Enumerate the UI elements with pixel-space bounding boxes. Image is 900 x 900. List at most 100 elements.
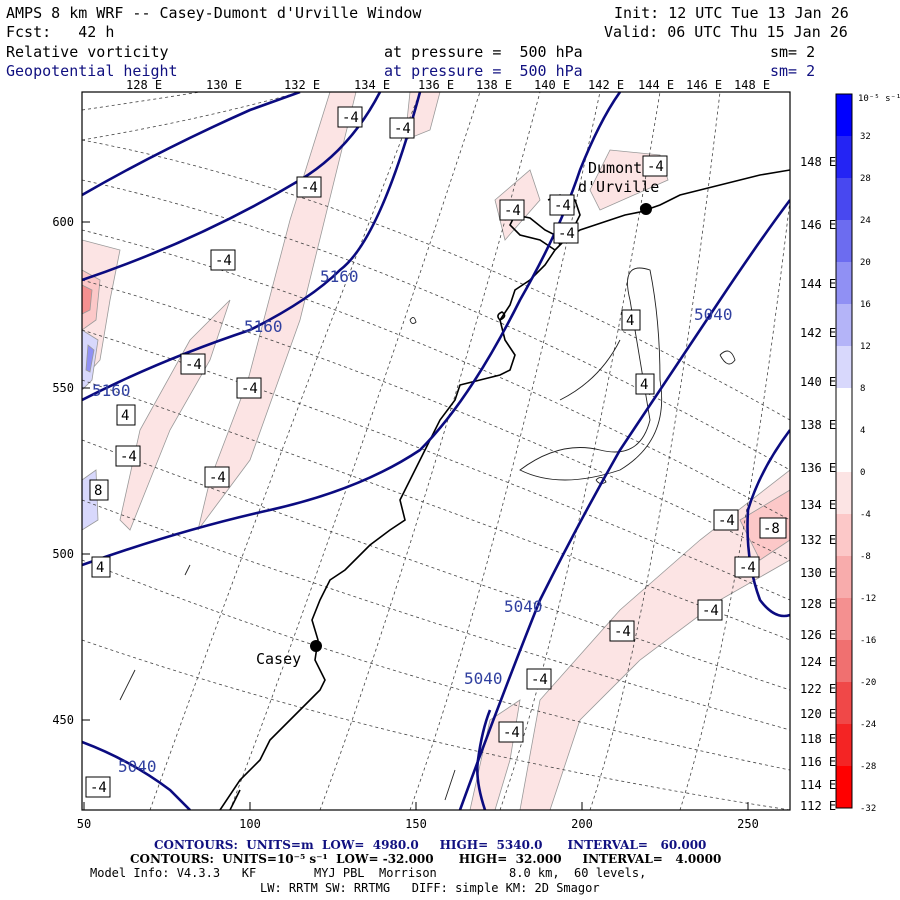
y-axis: 600 550 500 450 xyxy=(52,215,90,727)
y-tick-label: 500 xyxy=(52,547,74,561)
height-label: 5040 xyxy=(504,597,543,616)
vort-label: -4 xyxy=(296,176,322,198)
station-label: Casey xyxy=(256,650,301,668)
lat-label: 122 E xyxy=(800,682,836,696)
lat-label: 138 E xyxy=(800,418,836,432)
x-tick-label: 50 xyxy=(77,817,91,831)
lat-label: 114 E xyxy=(800,778,836,792)
x-tick-label: 200 xyxy=(571,817,593,831)
colorbar-label: 0 xyxy=(860,468,865,478)
colorbar-swatch xyxy=(836,220,852,263)
svg-text:-4: -4 xyxy=(185,357,202,373)
svg-text:-4: -4 xyxy=(301,180,318,196)
lon-label: 144 E xyxy=(638,78,674,92)
lon-label: 140 E xyxy=(534,78,570,92)
lon-label: 142 E xyxy=(588,78,624,92)
vort-label: -4 xyxy=(734,556,760,578)
svg-text:-4: -4 xyxy=(504,203,521,219)
svg-text:-4: -4 xyxy=(215,253,232,269)
colorbar-unit: 10⁻⁵ s⁻¹ xyxy=(858,94,900,104)
station-dot xyxy=(640,203,652,215)
forecast-hour: Fcst: 42 h xyxy=(6,23,115,41)
svg-text:4: 4 xyxy=(640,377,648,393)
svg-text:-4: -4 xyxy=(614,624,631,640)
lat-label: 132 E xyxy=(800,533,836,547)
lon-label: 132 E xyxy=(284,78,320,92)
vort-label: -4 xyxy=(713,509,739,531)
lon-label: 128 E xyxy=(126,78,162,92)
svg-text:-4: -4 xyxy=(702,603,719,619)
svg-text:-4: -4 xyxy=(647,159,664,175)
colorbar-swatch xyxy=(836,556,852,599)
colorbar-label: 24 xyxy=(860,216,871,226)
height-contour-info: CONTOURS: UNITS=m LOW= 4980.0 HIGH= 5340… xyxy=(154,838,707,852)
lon-label: 134 E xyxy=(354,78,390,92)
lat-label: 146 E xyxy=(800,218,836,232)
colorbar-swatch xyxy=(836,640,852,683)
svg-text:8: 8 xyxy=(94,483,102,499)
vort-label: -4 xyxy=(236,377,262,399)
lon-label: 136 E xyxy=(418,78,454,92)
colorbar-swatch xyxy=(836,472,852,515)
vort-label: 4 xyxy=(635,373,655,395)
svg-text:-4: -4 xyxy=(90,780,107,796)
lon-label: 148 E xyxy=(734,78,770,92)
colorbar-label: 12 xyxy=(860,342,871,352)
colorbar-swatch xyxy=(836,262,852,305)
colorbar-swatch xyxy=(836,136,852,179)
colorbar-swatch xyxy=(836,514,852,557)
vorticity-contours xyxy=(119,267,736,801)
svg-text:-4: -4 xyxy=(342,110,359,126)
svg-text:-4: -4 xyxy=(531,672,548,688)
lat-label: 148 E xyxy=(800,155,836,169)
height-label: 5160 xyxy=(244,317,283,336)
colorbar-swatch xyxy=(836,94,852,137)
latlon-grid xyxy=(82,92,790,810)
svg-text:-4: -4 xyxy=(209,470,226,486)
physics-info: LW: RRTM SW: RRTMG DIFF: simple KM: 2D S… xyxy=(260,881,600,895)
colorbar-label: 16 xyxy=(860,300,871,310)
x-tick-label: 100 xyxy=(239,817,261,831)
model-info: Model Info: V4.3.3 KF MYJ PBL Morrison 8… xyxy=(90,866,647,880)
vort-label: -4 xyxy=(337,106,363,128)
svg-text:-4: -4 xyxy=(120,449,137,465)
station-dot xyxy=(310,640,322,652)
vort-label: 4 xyxy=(91,556,111,578)
lon-label: 138 E xyxy=(476,78,512,92)
colorbar-swatch xyxy=(836,388,852,431)
svg-text:4: 4 xyxy=(626,313,634,329)
init-time: Init: 12 UTC Tue 13 Jan 26 xyxy=(614,4,849,22)
svg-text:-4: -4 xyxy=(554,198,571,214)
svg-text:-4: -4 xyxy=(241,381,258,397)
lat-label: 124 E xyxy=(800,655,836,669)
vort-label: -4 xyxy=(609,620,635,642)
height-labels: 5160 5160 5160 5040 5040 5040 5040 xyxy=(92,267,733,776)
svg-text:-8: -8 xyxy=(763,521,780,537)
vort-label: -4 xyxy=(210,249,236,271)
plot-title: AMPS 8 km WRF -- Casey-Dumont d'Urville … xyxy=(6,4,422,22)
vorticity-labels: -4 -4 -4 -4 -4 -4 -4 -4 -4 -4 -4 -4 -4 -… xyxy=(85,106,787,798)
colorbar-label: -28 xyxy=(860,762,876,772)
height-label: 5040 xyxy=(118,757,157,776)
svg-text:-4: -4 xyxy=(718,513,735,529)
height-label: 5040 xyxy=(694,305,733,324)
field1-name: Relative vorticity xyxy=(6,43,169,61)
colorbar-label: -16 xyxy=(860,636,876,646)
height-label: 5040 xyxy=(464,669,503,688)
field2-smoothing: sm= 2 xyxy=(770,62,816,80)
svg-text:-4: -4 xyxy=(503,725,520,741)
lat-label: 128 E xyxy=(800,597,836,611)
valid-time: Valid: 06 UTC Thu 15 Jan 26 xyxy=(604,23,848,41)
field2-name: Geopotential height xyxy=(6,62,178,80)
station-label: Dumont xyxy=(588,159,642,177)
svg-text:-4: -4 xyxy=(739,560,756,576)
x-tick-label: 150 xyxy=(405,817,427,831)
vort-label: 4 xyxy=(621,309,641,331)
colorbar-swatch xyxy=(836,178,852,221)
station-dumont-durville: Dumont d'Urville xyxy=(578,159,659,215)
colorbar-label: 20 xyxy=(860,258,871,268)
lon-label: 146 E xyxy=(686,78,722,92)
vort-label: -4 xyxy=(204,466,230,488)
colorbar-label: 8 xyxy=(860,384,865,394)
svg-text:4: 4 xyxy=(96,560,104,576)
